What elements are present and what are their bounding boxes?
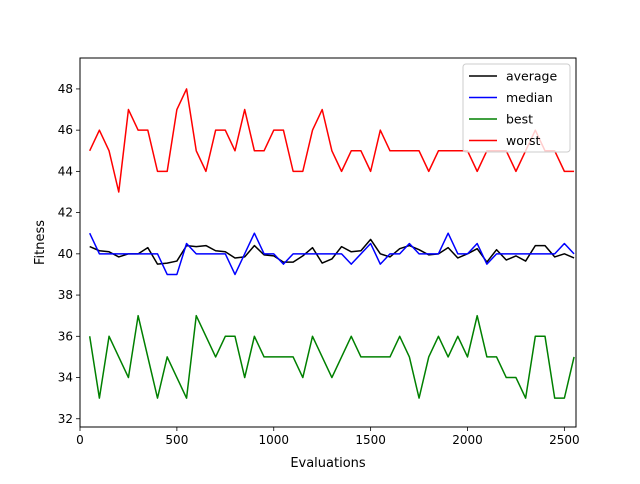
- x-tick-label: 1000: [258, 433, 289, 447]
- legend: average median best worst: [462, 63, 571, 153]
- x-tick-label: 1500: [355, 433, 386, 447]
- legend-label-average: average: [506, 69, 557, 84]
- y-tick-label: 34: [58, 371, 73, 385]
- x-tick-label: 0: [76, 433, 84, 447]
- x-tick-label: 2500: [549, 433, 580, 447]
- legend-label-best: best: [506, 112, 533, 127]
- series-line-median: [89, 232, 575, 276]
- x-tick-label: 2000: [452, 433, 483, 447]
- y-tick-label: 42: [58, 206, 73, 220]
- y-tick-label: 46: [58, 123, 73, 137]
- y-tick-label: 44: [58, 164, 73, 178]
- y-tick-label: 38: [58, 288, 73, 302]
- series-line-best: [88, 314, 575, 399]
- y-axis-label: Fitness: [33, 220, 48, 265]
- legend-box: [462, 63, 571, 153]
- series-line-average: [89, 238, 575, 265]
- legend-label-median: median: [506, 90, 553, 105]
- axes-frame: [79, 57, 577, 428]
- y-axis-ticks: 32 34 36 38 40 42 44 46 48: [58, 82, 80, 426]
- y-tick-label: 48: [58, 82, 73, 96]
- y-tick-label: 36: [58, 329, 73, 343]
- legend-label-worst: worst: [506, 133, 541, 148]
- x-axis-label: Evaluations: [290, 456, 366, 471]
- y-tick-label: 32: [58, 412, 73, 426]
- x-tick-label: 500: [165, 433, 188, 447]
- x-axis-ticks: 0 500 1000 1500 2000 2500: [76, 427, 580, 447]
- y-tick-label: 40: [58, 247, 73, 261]
